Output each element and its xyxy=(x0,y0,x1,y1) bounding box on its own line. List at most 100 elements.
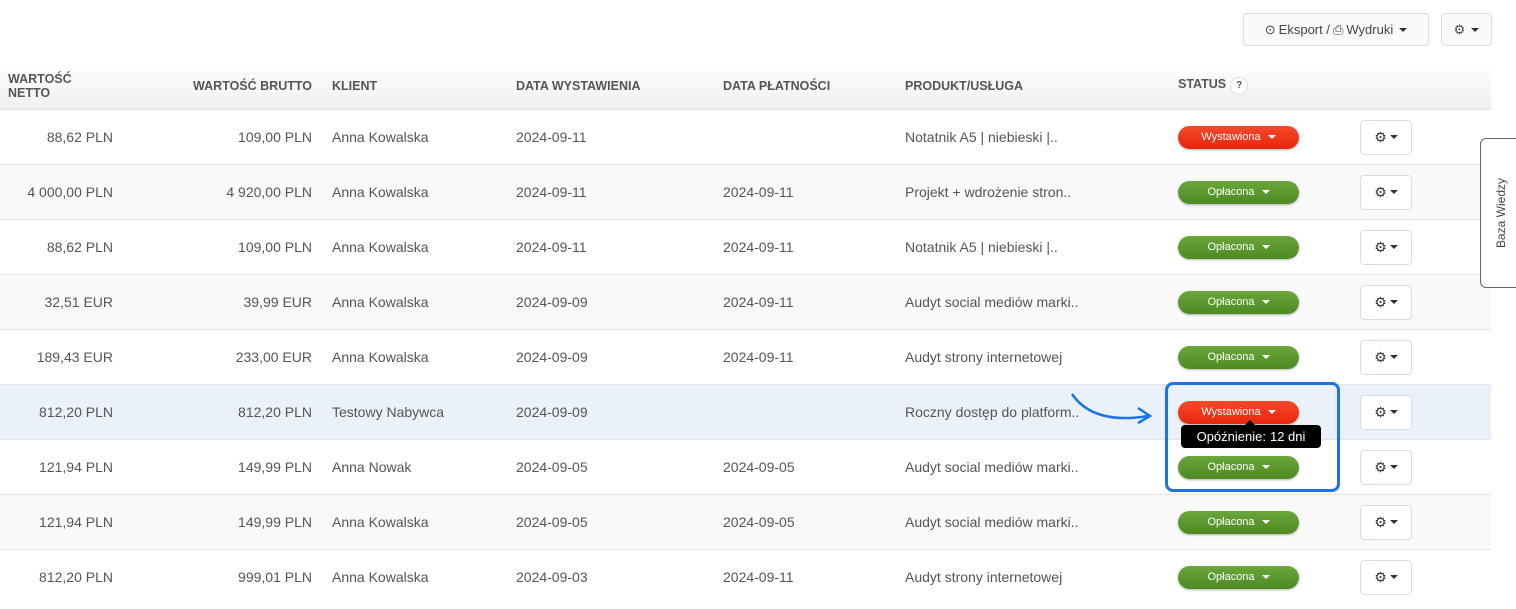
print-icon: ⎙ xyxy=(1332,21,1344,37)
row-settings-button[interactable]: ⚙ xyxy=(1360,229,1412,265)
product-cell: Audyt strony internetowej xyxy=(905,549,1178,604)
product-cell: Audyt social mediów marki.. xyxy=(905,274,1178,330)
issue-date-cell: 2024-09-11 xyxy=(516,109,723,165)
table-row[interactable]: 812,20 PLN 812,20 PLN Testowy Nabywca 20… xyxy=(0,384,1491,440)
table-row[interactable]: 88,62 PLN 109,00 PLN Anna Kowalska 2024-… xyxy=(0,109,1491,165)
col-data-wystawienia[interactable]: DATA WYSTAWIENIA xyxy=(516,62,723,110)
client-cell: Anna Kowalska xyxy=(332,164,516,220)
gear-icon: ⚙ xyxy=(1374,293,1387,310)
client-cell: Anna Nowak xyxy=(332,439,516,495)
product-cell: Audyt social mediów marki.. xyxy=(905,494,1178,550)
status-dropdown[interactable]: Opłacona xyxy=(1178,290,1299,314)
payment-date-cell: 2024-09-11 xyxy=(723,219,905,275)
caret-down-icon xyxy=(1261,190,1270,194)
caret-down-icon xyxy=(1389,520,1398,524)
row-settings-button[interactable]: ⚙ xyxy=(1360,394,1412,430)
col-brutto[interactable]: WARTOŚĆ BRUTTO xyxy=(133,62,332,110)
gear-icon: ⚙ xyxy=(1374,128,1387,145)
brutto-cell: 109,00 PLN xyxy=(133,219,332,275)
table-row[interactable]: 812,20 PLN 999,01 PLN Anna Kowalska 2024… xyxy=(0,549,1491,604)
caret-down-icon xyxy=(1261,575,1270,579)
col-actions xyxy=(1419,62,1491,110)
row-settings-button[interactable]: ⚙ xyxy=(1360,119,1412,155)
table-row[interactable]: 4 000,00 PLN 4 920,00 PLN Anna Kowalska … xyxy=(0,164,1491,220)
product-cell: Audyt social mediów marki.. xyxy=(905,439,1178,495)
payment-date-cell: 2024-09-05 xyxy=(723,439,905,495)
gear-icon: ⚙ xyxy=(1374,183,1387,200)
caret-down-icon xyxy=(1261,300,1270,304)
table-row[interactable]: 32,51 EUR 39,99 EUR Anna Kowalska 2024-0… xyxy=(0,274,1491,330)
netto-cell: 121,94 PLN xyxy=(0,439,133,495)
brutto-cell: 812,20 PLN xyxy=(133,384,332,440)
actions-cell: ⚙ xyxy=(1360,164,1491,220)
product-cell: Roczny dostęp do platform.. xyxy=(905,384,1178,440)
status-cell: Wystawiona xyxy=(1178,109,1419,165)
netto-cell: 88,62 PLN xyxy=(0,109,133,165)
col-produkt[interactable]: PRODUKT/USŁUGA xyxy=(905,62,1178,110)
payment-date-cell: 2024-09-05 xyxy=(723,494,905,550)
row-settings-button[interactable]: ⚙ xyxy=(1360,339,1412,375)
payment-date-cell: 2024-09-11 xyxy=(723,164,905,220)
product-cell: Notatnik A5 | niebieski |.. xyxy=(905,109,1178,165)
row-settings-button[interactable]: ⚙ xyxy=(1360,284,1412,320)
caret-down-icon xyxy=(1389,410,1398,414)
status-dropdown[interactable]: Wystawiona xyxy=(1178,125,1299,149)
table-row[interactable]: 121,94 PLN 149,99 PLN Anna Nowak 2024-09… xyxy=(0,439,1491,495)
table-row[interactable]: 121,94 PLN 149,99 PLN Anna Kowalska 2024… xyxy=(0,494,1491,550)
brutto-cell: 4 920,00 PLN xyxy=(133,164,332,220)
status-dropdown[interactable]: Opłacona xyxy=(1178,345,1299,369)
actions-cell: ⚙ xyxy=(1360,494,1491,550)
issue-date-cell: 2024-09-03 xyxy=(516,549,723,604)
issue-date-cell: 2024-09-05 xyxy=(516,494,723,550)
actions-cell: ⚙ xyxy=(1360,384,1491,440)
table-row[interactable]: 189,43 EUR 233,00 EUR Anna Kowalska 2024… xyxy=(0,329,1491,385)
netto-cell: 4 000,00 PLN xyxy=(0,164,133,220)
caret-down-icon xyxy=(1267,135,1276,139)
payment-date-cell: 2024-09-11 xyxy=(723,329,905,385)
caret-down-icon xyxy=(1261,520,1270,524)
settings-button[interactable]: ⚙ xyxy=(1441,13,1492,46)
issue-date-cell: 2024-09-11 xyxy=(516,164,723,220)
status-dropdown[interactable]: Wystawiona xyxy=(1178,400,1299,424)
arrow-annotation xyxy=(1070,393,1153,425)
col-klient[interactable]: KLIENT xyxy=(332,62,516,110)
caret-down-icon xyxy=(1267,410,1276,414)
table-row[interactable]: 88,62 PLN 109,00 PLN Anna Kowalska 2024-… xyxy=(0,219,1491,275)
caret-down-icon xyxy=(1261,245,1270,249)
payment-date-cell xyxy=(723,109,905,165)
status-dropdown[interactable]: Opłacona xyxy=(1178,235,1299,259)
knowledge-base-tab[interactable]: Baza Wiedzy xyxy=(1480,138,1516,288)
brutto-cell: 149,99 PLN xyxy=(133,494,332,550)
client-cell: Anna Kowalska xyxy=(332,549,516,604)
export-icon: ⊙ xyxy=(1264,21,1276,37)
invoice-table: WARTOŚĆ NETTO WARTOŚĆ BRUTTO KLIENT DATA… xyxy=(0,62,1491,604)
status-dropdown[interactable]: Opłacona xyxy=(1178,180,1299,204)
payment-date-cell xyxy=(723,384,905,440)
status-dropdown[interactable]: Opłacona xyxy=(1178,565,1299,589)
status-dropdown[interactable]: Opłacona xyxy=(1178,455,1299,479)
actions-cell: ⚙ xyxy=(1360,274,1491,330)
client-cell: Anna Kowalska xyxy=(332,219,516,275)
row-settings-button[interactable]: ⚙ xyxy=(1360,174,1412,210)
col-status[interactable]: STATUS? xyxy=(1178,62,1419,110)
product-cell: Notatnik A5 | niebieski |.. xyxy=(905,219,1178,275)
col-netto[interactable]: WARTOŚĆ NETTO xyxy=(0,62,133,110)
netto-cell: 121,94 PLN xyxy=(0,494,133,550)
row-settings-button[interactable]: ⚙ xyxy=(1360,449,1412,485)
caret-down-icon xyxy=(1261,355,1270,359)
issue-date-cell: 2024-09-11 xyxy=(516,219,723,275)
help-icon[interactable]: ? xyxy=(1230,76,1249,95)
row-settings-button[interactable]: ⚙ xyxy=(1360,559,1412,595)
export-print-button[interactable]: ⊙ Eksport / ⎙ Wydruki xyxy=(1243,13,1429,46)
caret-down-icon xyxy=(1389,135,1398,139)
caret-down-icon xyxy=(1389,355,1398,359)
client-cell: Testowy Nabywca xyxy=(332,384,516,440)
product-cell: Audyt strony internetowej xyxy=(905,329,1178,385)
col-data-platnosci[interactable]: DATA PŁATNOŚCI xyxy=(723,62,905,110)
netto-cell: 812,20 PLN xyxy=(0,384,133,440)
issue-date-cell: 2024-09-09 xyxy=(516,384,723,440)
status-dropdown[interactable]: Opłacona xyxy=(1178,510,1299,534)
row-settings-button[interactable]: ⚙ xyxy=(1360,504,1412,540)
client-cell: Anna Kowalska xyxy=(332,329,516,385)
netto-cell: 189,43 EUR xyxy=(0,329,133,385)
